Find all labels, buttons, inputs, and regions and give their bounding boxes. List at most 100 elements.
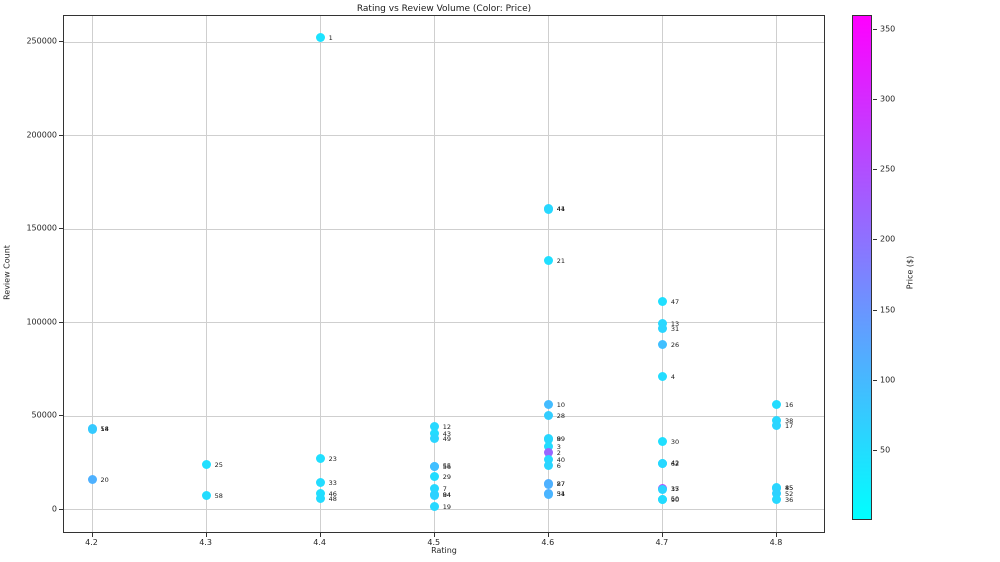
data-point bbox=[430, 484, 440, 494]
data-point-label: 52 bbox=[784, 489, 794, 498]
data-point-label: 1 bbox=[328, 33, 333, 42]
data-point bbox=[430, 422, 440, 432]
data-point-label: 94 bbox=[442, 491, 451, 500]
x-tick-mark bbox=[205, 533, 207, 537]
data-point-label: 87 bbox=[556, 480, 566, 489]
colorbar-gradient bbox=[852, 15, 872, 520]
data-point-label: 12 bbox=[442, 422, 451, 431]
data-point-label: 15 bbox=[670, 484, 680, 493]
data-point-label: 13 bbox=[670, 319, 680, 328]
gridline-horizontal bbox=[64, 322, 824, 324]
data-point-label: 21 bbox=[556, 256, 566, 265]
x-tick-mark bbox=[91, 533, 93, 537]
gridline-vertical bbox=[92, 16, 94, 532]
gridline-vertical bbox=[320, 16, 322, 532]
data-point bbox=[544, 442, 554, 452]
data-point-label: 28 bbox=[556, 411, 566, 420]
data-point-label: 46 bbox=[328, 489, 337, 498]
x-tick-mark bbox=[775, 533, 777, 537]
x-axis-label: Rating bbox=[431, 546, 457, 555]
data-point bbox=[658, 484, 668, 494]
data-point bbox=[658, 495, 668, 505]
data-point-label: 49 bbox=[442, 434, 451, 443]
gridline-vertical bbox=[776, 16, 778, 532]
y-tick-label: 100000 bbox=[26, 317, 57, 327]
data-point bbox=[544, 461, 554, 471]
data-point bbox=[544, 455, 554, 465]
x-tick-mark bbox=[547, 533, 549, 537]
data-point-label: 44 bbox=[556, 204, 566, 213]
data-point-label: 56 bbox=[442, 462, 451, 471]
data-point bbox=[544, 400, 554, 410]
data-point-label: 42 bbox=[670, 459, 680, 468]
gridline-horizontal bbox=[64, 509, 824, 511]
x-tick-label: 4.3 bbox=[199, 538, 212, 547]
y-tick-mark bbox=[59, 508, 63, 510]
gridline-vertical bbox=[434, 16, 436, 532]
data-point-label: 17 bbox=[784, 421, 794, 430]
data-point-label: 6 bbox=[556, 461, 561, 470]
data-point-label: 90 bbox=[670, 495, 680, 504]
colorbar-tick-label: 350 bbox=[880, 24, 896, 34]
y-tick-mark bbox=[59, 228, 63, 230]
gridline-vertical bbox=[548, 16, 550, 532]
data-point bbox=[658, 324, 668, 334]
data-point-label: 33 bbox=[328, 478, 337, 487]
data-point bbox=[544, 256, 554, 266]
data-point bbox=[658, 372, 668, 382]
colorbar-tick-label: 250 bbox=[880, 164, 896, 174]
data-point bbox=[658, 437, 668, 447]
data-point bbox=[658, 297, 668, 307]
data-point-label: 51 bbox=[556, 489, 566, 498]
data-point bbox=[658, 319, 668, 329]
data-point-label: 84 bbox=[442, 490, 451, 499]
data-point-label: 55 bbox=[442, 462, 451, 471]
data-point bbox=[430, 429, 440, 439]
colorbar-tick-mark bbox=[873, 169, 877, 171]
data-point-label: 18 bbox=[100, 425, 109, 434]
data-point-label: 26 bbox=[670, 340, 680, 349]
data-point bbox=[430, 472, 440, 482]
data-point-label: 62 bbox=[670, 459, 680, 468]
colorbar-tick-mark bbox=[873, 29, 877, 31]
x-tick-mark bbox=[433, 533, 435, 537]
data-point bbox=[772, 400, 782, 410]
data-point-label: 89 bbox=[556, 435, 566, 444]
data-point bbox=[88, 424, 98, 434]
data-point-label: 16 bbox=[784, 400, 794, 409]
data-point-label: 31 bbox=[670, 324, 680, 333]
data-point-label: 27 bbox=[556, 479, 566, 488]
colorbar-tick-mark bbox=[873, 379, 877, 381]
data-point bbox=[544, 479, 554, 489]
y-tick-label: 250000 bbox=[26, 36, 57, 46]
data-point bbox=[772, 489, 782, 499]
colorbar-tick-mark bbox=[873, 309, 877, 311]
data-point bbox=[430, 434, 440, 444]
data-point bbox=[316, 33, 326, 42]
y-tick-mark bbox=[59, 321, 63, 323]
x-tick-label: 4.6 bbox=[541, 538, 555, 547]
data-point bbox=[544, 489, 554, 499]
data-point-label: 50 bbox=[670, 495, 680, 504]
data-point bbox=[316, 478, 326, 488]
data-point-label: 34 bbox=[556, 490, 566, 499]
x-tick-label: 4.7 bbox=[655, 538, 669, 547]
data-point bbox=[430, 490, 440, 500]
data-point bbox=[772, 416, 782, 426]
data-point bbox=[658, 459, 668, 469]
data-point bbox=[658, 340, 668, 350]
y-tick-mark bbox=[59, 41, 63, 43]
data-point-label: 48 bbox=[328, 494, 337, 503]
x-tick-label: 4.4 bbox=[313, 538, 327, 547]
y-tick-label: 150000 bbox=[26, 223, 57, 233]
x-tick-label: 4.5 bbox=[427, 538, 441, 547]
data-point-label: 37 bbox=[670, 485, 680, 494]
data-point-label: 41 bbox=[556, 205, 566, 214]
colorbar-label: Price ($) bbox=[905, 255, 915, 290]
y-tick-mark bbox=[59, 134, 63, 136]
gridline-horizontal bbox=[64, 228, 824, 230]
data-point-label: 4 bbox=[670, 372, 676, 381]
data-point-label: 85 bbox=[784, 484, 794, 493]
data-point-label: 47 bbox=[670, 297, 680, 306]
